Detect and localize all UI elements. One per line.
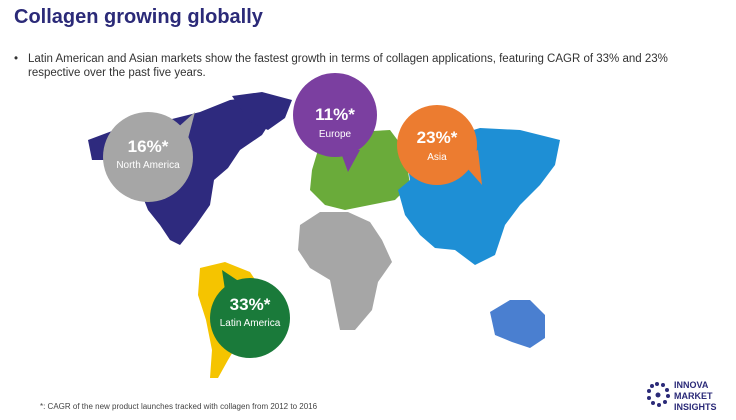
greenland [232, 92, 292, 130]
title: Collagen growing globally [14, 6, 263, 28]
region-label: Asia [427, 152, 447, 163]
logo: INNOVA MARKET INSIGHTS [647, 380, 717, 412]
bubble-europe: 11%* Europe [293, 73, 377, 172]
africa [298, 212, 392, 330]
region-value: 33%* [230, 295, 271, 314]
bubble-latin-america: 33%* Latin America [210, 270, 290, 358]
logo-text: MARKET [674, 391, 713, 401]
bullet-text: Latin American and Asian markets show th… [28, 53, 668, 79]
logo-text: INNOVA [674, 380, 709, 390]
region-label: Europe [319, 129, 352, 140]
region-value: 23%* [417, 128, 458, 147]
australia [490, 300, 545, 348]
bubble-tail [222, 270, 240, 290]
bubble-tail [175, 112, 195, 150]
bubble [210, 278, 290, 358]
bubble-north-america: 16%* North America [103, 112, 195, 202]
bubble [103, 112, 193, 202]
region-value: 16%* [128, 137, 169, 156]
logo-text: INSIGHTS [674, 402, 717, 412]
region-label: Latin America [220, 318, 281, 329]
bubble-asia: 23%* Asia [397, 105, 482, 185]
footnote: *: CAGR of the new product launches trac… [40, 402, 318, 411]
region-value: 11%* [315, 105, 355, 124]
region-label: North America [116, 160, 180, 171]
logo-mark [647, 382, 670, 407]
bullet: • Latin American and Asian markets show t… [14, 52, 714, 80]
bubble [397, 105, 477, 185]
bubble [293, 73, 377, 157]
